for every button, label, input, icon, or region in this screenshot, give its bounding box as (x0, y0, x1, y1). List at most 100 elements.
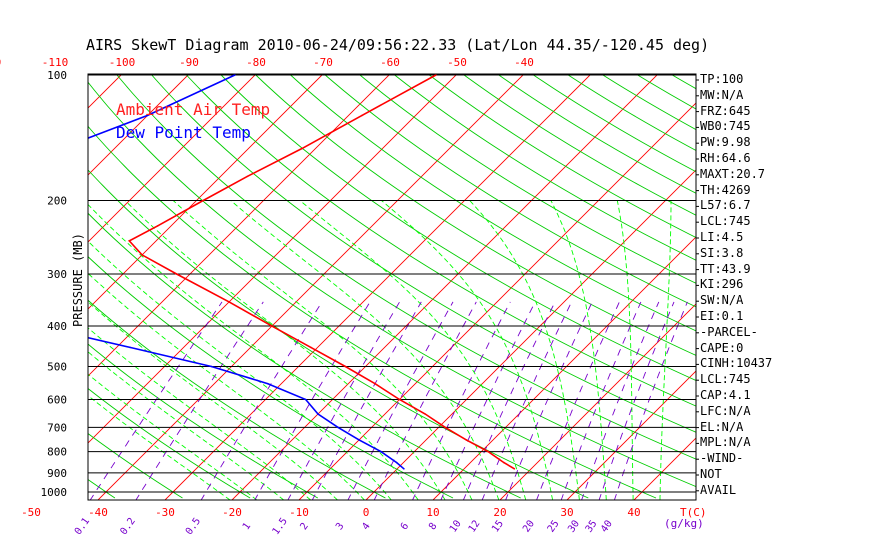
dry-adiabat-line (358, 74, 696, 284)
dew-point-point (337, 426, 339, 429)
stat-line: -PARCEL- (700, 324, 758, 339)
air-temp-point (398, 398, 401, 401)
moist-adiabat-line (469, 200, 580, 500)
mixing-ratio-label: 40 (599, 518, 615, 534)
mixing-ratio-line (254, 301, 371, 500)
dry-adiabat-line (427, 74, 696, 239)
dew-point-point (317, 413, 319, 415)
air-temp-point (424, 413, 427, 415)
moist-adiabat-line (381, 200, 554, 500)
bottom-temp-tick-label: 30 (560, 506, 573, 519)
isotherm-line (88, 74, 257, 243)
pressure-tick-label: 700 (47, 421, 67, 434)
top-temp-tick-label: -70 (313, 56, 333, 69)
moist-adiabat-line (88, 240, 392, 500)
mixing-ratio-label: 6 (399, 521, 411, 532)
dry-adiabat-line (219, 74, 696, 381)
air-temp-point (444, 426, 447, 429)
isotherm-line (633, 437, 696, 500)
mixing-ratio-label: 4 (360, 521, 372, 532)
dew-point-point (60, 148, 62, 150)
air-temp-point (513, 468, 516, 470)
dew-point-point (37, 325, 39, 327)
isotherm-line (0, 74, 55, 500)
dew-point-point (210, 365, 213, 368)
air-temp-point (301, 147, 304, 150)
dew-point-point (234, 74, 236, 76)
stat-line: WB0:745 (700, 119, 751, 134)
plot-frame (87, 73, 697, 501)
pressure-tick-label: 1000 (41, 486, 68, 499)
stat-line: CAP:4.1 (700, 388, 751, 402)
dry-adiabat-line (740, 74, 870, 498)
dry-adiabat-line (531, 74, 696, 173)
air-temp-point (310, 346, 312, 349)
dew-point-point (403, 468, 405, 470)
pressure-tick-label: 500 (47, 360, 67, 373)
air-temp-point (141, 254, 143, 256)
isotherm-line (88, 74, 391, 377)
pressure-tick-label: 400 (47, 320, 67, 333)
air-temp-point (344, 365, 347, 368)
dry-adiabat-line (462, 74, 696, 216)
dew-point-point (395, 461, 398, 464)
mixing-ratio-label: 8 (427, 521, 439, 532)
mixing-ratio-label: 25 (546, 518, 562, 534)
mixing-ratio-label: 30 (566, 518, 582, 534)
isotherm-line (88, 74, 324, 310)
mixing-ratio-label: 20 (521, 518, 537, 534)
stat-line: NOT (700, 467, 722, 481)
moist-adiabat-line (124, 200, 446, 500)
air-temp-point (435, 74, 437, 76)
stat-line: KI:296 (700, 277, 744, 292)
y-axis-label: PRESSURE (MB) (71, 233, 85, 327)
series-layer (37, 74, 516, 470)
air-temp-point (128, 240, 131, 242)
stat-line: SW:N/A (700, 293, 744, 308)
stat-line: LFC:N/A (700, 403, 751, 418)
isotherm-line (231, 74, 659, 500)
air-temp-point (157, 225, 159, 227)
stat-line: AVAIL (700, 482, 737, 497)
top-temp-tick-label: -100 (109, 56, 136, 69)
moist-adiabat-line (299, 200, 527, 500)
mixing-ratio-line (440, 301, 536, 500)
mixing-ratio-label: 35 (584, 518, 600, 534)
stat-line: TH:4269 (700, 182, 751, 197)
isotherm-line (88, 74, 190, 176)
stat-line: -WIND- (700, 451, 744, 466)
dry-adiabat-line (393, 74, 696, 261)
pressure-tick-label: 800 (47, 446, 67, 459)
stat-line: LI:4.5 (700, 230, 744, 244)
stat-line: LCL:745 (700, 214, 751, 229)
mixing-ratio-line (505, 301, 593, 500)
stat-line: MPL:N/A (700, 435, 751, 450)
bottom-temp-tick-label: -40 (88, 506, 108, 519)
bottom-temp-tick-label: -20 (222, 506, 242, 519)
isotherm-line (298, 102, 696, 500)
top-temp-tick-label: -110 (42, 56, 69, 69)
air-temp-point (202, 199, 204, 202)
dry-adiabat-line (254, 74, 696, 356)
moist-adiabat-line (172, 200, 473, 500)
skewt-grid (0, 74, 870, 500)
bottom-temp-tick-label: -50 (21, 506, 41, 519)
pressure-tick-label: 900 (47, 467, 67, 480)
mixing-ratio-label: 10 (448, 518, 464, 534)
top-temp-tick-label: -50 (447, 56, 467, 69)
mixing-ratio-label: 1 (241, 521, 253, 532)
mixing-ratio-line (135, 301, 264, 500)
stat-line: FRZ:645 (700, 103, 751, 118)
air-temp-point (228, 301, 230, 303)
moist-adiabat-line (88, 272, 365, 500)
moist-adiabat-line (230, 200, 500, 500)
air-temp-point (271, 325, 273, 327)
bottom-temp-tick-label: 40 (627, 506, 640, 519)
moist-adiabat-line (88, 395, 231, 500)
dew-point-point (146, 114, 149, 117)
top-temp-tick-label: -80 (246, 56, 266, 69)
bottom-temp-tick-label: 10 (426, 506, 439, 519)
mixing-ratio-label: 0.2 (119, 516, 138, 537)
dew-point-point (129, 346, 131, 349)
